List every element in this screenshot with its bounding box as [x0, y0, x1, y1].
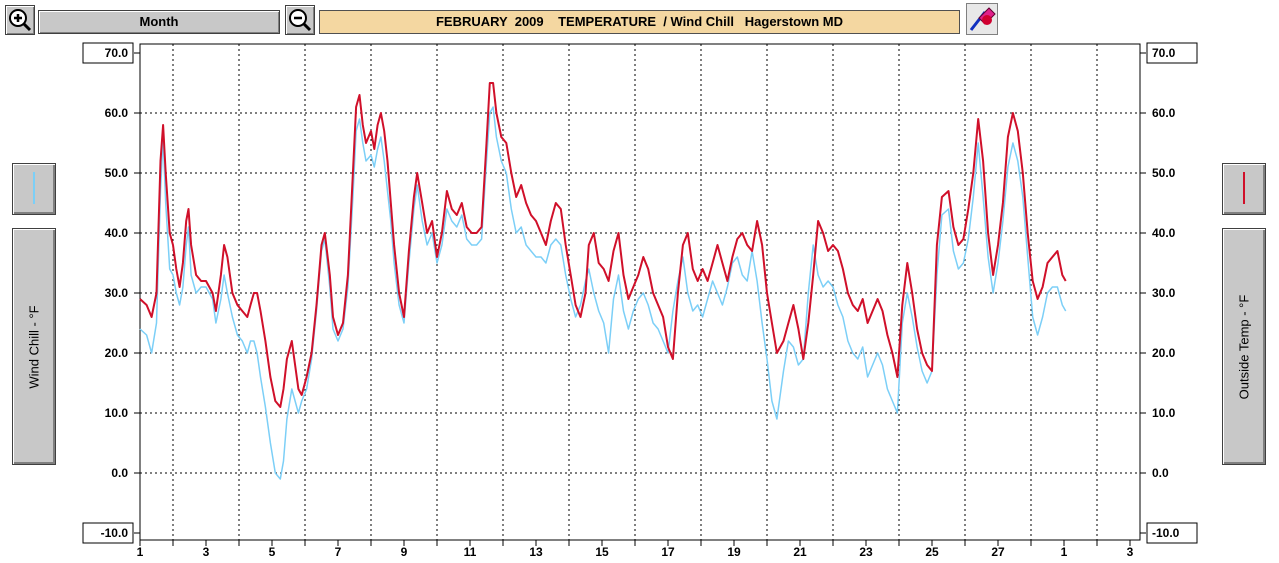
y-tick-label-left: 50.0 [105, 166, 129, 180]
outside-temp-legend[interactable] [1222, 163, 1266, 215]
x-tick-label: 1 [1061, 545, 1068, 559]
zoom-in-icon [9, 9, 32, 32]
y-tick-label-left: 30.0 [105, 286, 129, 300]
y-tick-label-left: 70.0 [105, 46, 129, 60]
y-label-box-left [82, 522, 134, 544]
left-axis-title-button[interactable]: Wind Chill - °F [12, 228, 56, 465]
x-tick-label: 19 [727, 545, 741, 559]
x-tick-label: 23 [859, 545, 873, 559]
y-tick-label-left: -10.0 [101, 526, 129, 540]
y-tick-label-right: 60.0 [1152, 106, 1176, 120]
x-tick-label: 1 [137, 545, 144, 559]
y-label-box-left [82, 42, 134, 64]
y-tick-label-right: 40.0 [1152, 226, 1176, 240]
y-tick-label-right: 0.0 [1152, 466, 1169, 480]
y-tick-label-left: 20.0 [105, 346, 129, 360]
y-tick-label-right: -10.0 [1152, 526, 1180, 540]
y-label-box-right [1146, 42, 1198, 64]
y-tick-label-left: 0.0 [111, 466, 128, 480]
x-tick-label: 17 [661, 545, 675, 559]
wind-chill-legend[interactable] [12, 163, 56, 215]
plot-frame [139, 43, 1141, 541]
chart-title: FEBRUARY 2009 TEMPERATURE / Wind Chill H… [319, 10, 960, 34]
zoom-out-button[interactable] [285, 5, 315, 35]
x-tick-label: 27 [991, 545, 1005, 559]
zoom-out-icon [289, 9, 312, 32]
y-tick-label-left: 40.0 [105, 226, 129, 240]
x-tick-label: 5 [269, 545, 276, 559]
x-tick-label: 15 [595, 545, 609, 559]
y-tick-label-left: 60.0 [105, 106, 129, 120]
zoom-in-button[interactable] [5, 5, 35, 35]
x-tick-label: 7 [335, 545, 342, 559]
eraser-pencil-button[interactable] [966, 3, 998, 35]
wind-chill-series-line [139, 106, 1067, 480]
y-tick-label-right: 10.0 [1152, 406, 1176, 420]
x-tick-label: 21 [793, 545, 807, 559]
period-selector[interactable]: Month [38, 10, 280, 34]
wind-chill-legend-line [33, 172, 35, 204]
x-tick-label: 9 [401, 545, 408, 559]
y-tick-label-right: 30.0 [1152, 286, 1176, 300]
y-tick-label-left: 10.0 [105, 406, 129, 420]
y-tick-label-right: 20.0 [1152, 346, 1176, 360]
x-tick-label: 11 [464, 545, 477, 559]
right-axis-title-button[interactable]: Outside Temp - °F [1222, 228, 1266, 465]
outside-temp-series-line [139, 82, 1067, 408]
x-tick-label: 3 [203, 545, 210, 559]
outside-temp-legend-line [1243, 172, 1245, 204]
y-label-box-right [1146, 522, 1198, 544]
x-tick-label: 3 [1127, 545, 1134, 559]
x-tick-label: 13 [529, 545, 543, 559]
x-tick-label: 25 [925, 545, 939, 559]
eraser-pencil-icon [969, 7, 996, 31]
y-tick-label-right: 50.0 [1152, 166, 1176, 180]
y-tick-label-right: 70.0 [1152, 46, 1176, 60]
